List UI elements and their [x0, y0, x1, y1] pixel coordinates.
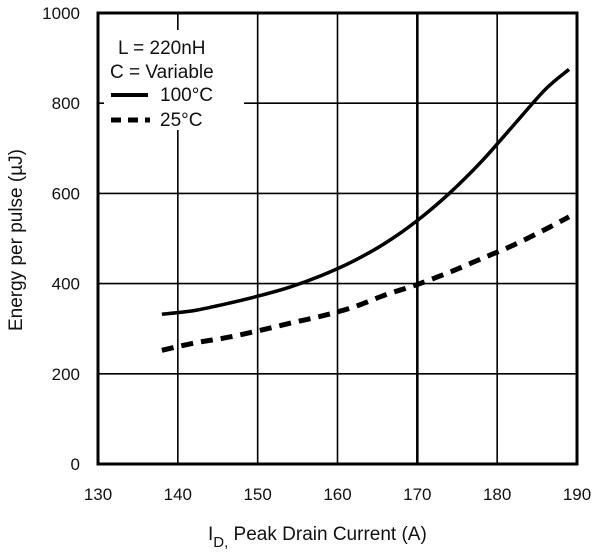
x-axis-ticks: 130 140 150 160 170 180 190 [84, 485, 591, 504]
x-tick-label-180: 180 [483, 485, 511, 504]
x-tick-label-160: 160 [323, 485, 351, 504]
series-line-25c [161, 214, 571, 353]
series-group [161, 68, 571, 353]
y-tick-label-1000: 1000 [42, 4, 80, 23]
x-tick-label-140: 140 [164, 485, 192, 504]
x-tick-label-130: 130 [84, 485, 112, 504]
legend-background [104, 30, 244, 130]
y-tick-label-400: 400 [52, 275, 80, 294]
annotation-inductance: L = 220nH [118, 38, 206, 59]
y-axis-ticks: 0 200 400 600 800 1000 [42, 4, 80, 474]
legend-label-25c: 25°C [160, 110, 202, 131]
x-axis-title-main: I [208, 524, 213, 545]
x-tick-label-190: 190 [563, 485, 591, 504]
legend-label-100c: 100°C [160, 85, 213, 106]
x-axis-title-rest: Peak Drain Current (A) [228, 524, 427, 545]
plot-frame [96, 11, 579, 466]
y-tick-label-200: 200 [52, 365, 80, 384]
y-axis-title: Energy per pulse (µJ) [6, 149, 27, 331]
series-line-100c [161, 68, 571, 317]
x-tick-label-150: 150 [243, 485, 271, 504]
x-tick-label-170: 170 [403, 485, 431, 504]
y-tick-label-600: 600 [52, 184, 80, 203]
annotation-capacitance: C = Variable [110, 62, 214, 83]
y-tick-label-0: 0 [71, 455, 80, 474]
y-tick-label-800: 800 [52, 94, 80, 113]
legend: L = 220nH C = Variable 100°C 25°C [104, 30, 244, 131]
x-axis-title-subscript: D, [213, 534, 228, 551]
grid [98, 13, 577, 464]
x-axis-title: ID, Peak Drain Current (A) [208, 524, 427, 551]
